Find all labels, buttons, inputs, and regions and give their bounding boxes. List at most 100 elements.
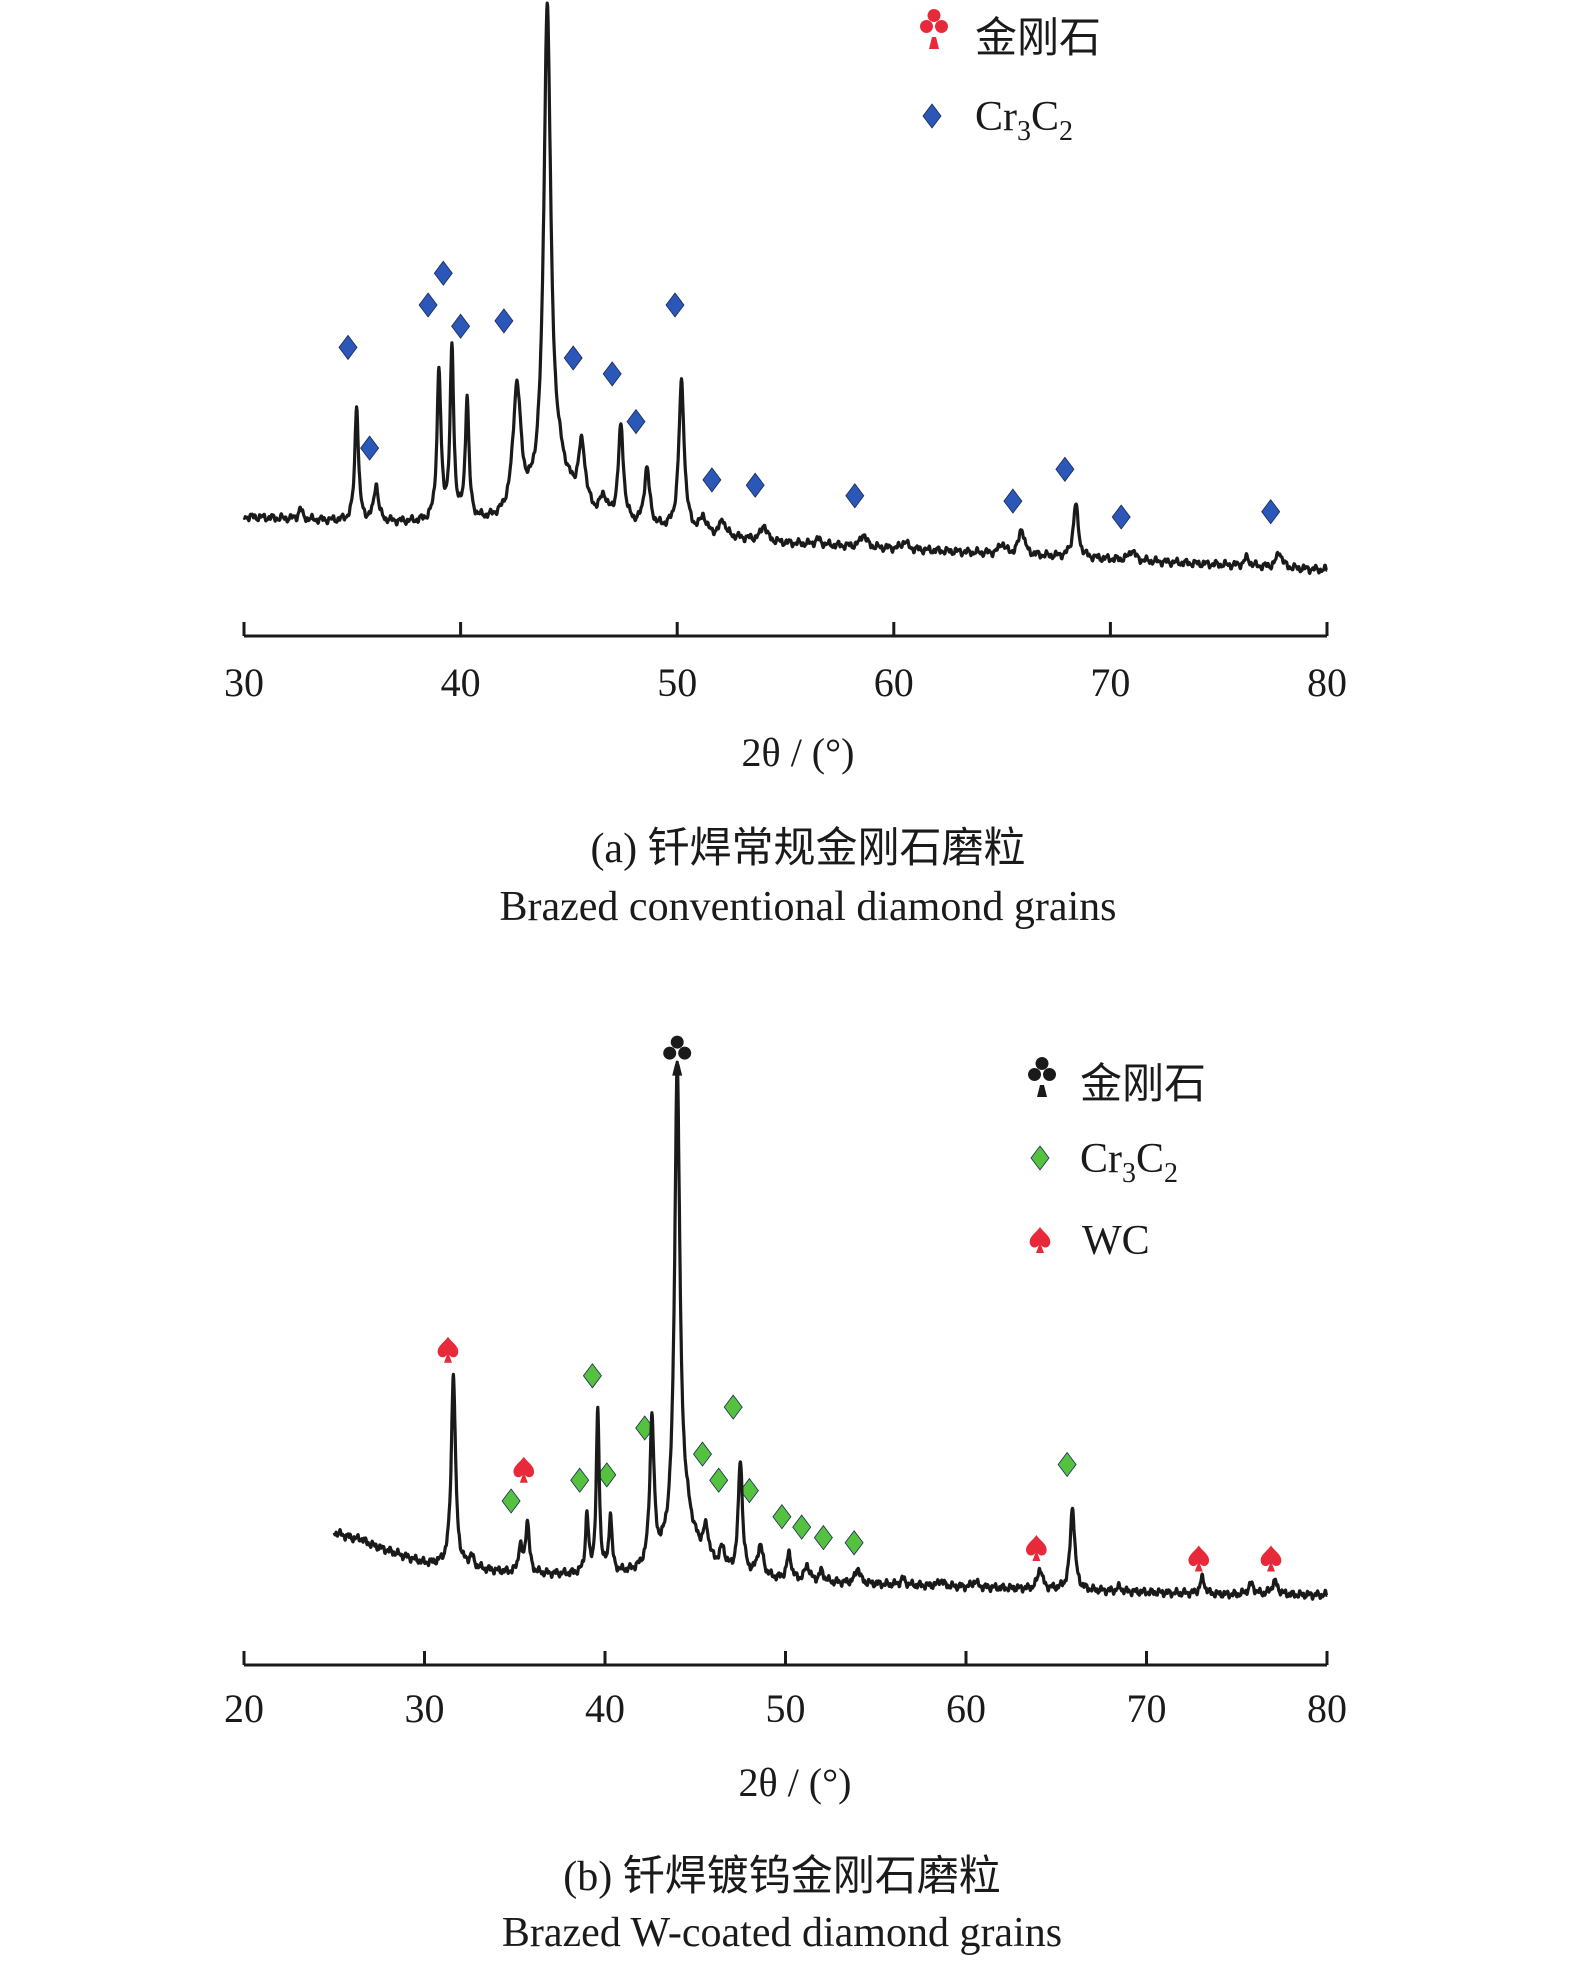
panel-a-x-axis-label: 2θ / (°) <box>742 730 855 775</box>
x-tick-label: 40 <box>585 1686 625 1731</box>
peak-marker-diamond <box>813 1524 833 1551</box>
diamond-icon <box>570 1467 590 1493</box>
legend-b-diamond-entry: 金刚石 <box>1028 1057 1206 1108</box>
peak-marker-diamond <box>723 1394 743 1420</box>
legend-b-label-wc: WC <box>1082 1218 1150 1264</box>
panel-a-caption-en: Brazed conventional diamond grains <box>500 884 1117 930</box>
diamond-icon <box>665 292 685 318</box>
peak-marker-diamond <box>626 408 646 435</box>
diamond-icon <box>626 408 646 435</box>
diamond-icon <box>418 292 438 318</box>
legend-b-sub1: 3 <box>1122 1158 1136 1189</box>
legend-b-sub2: 2 <box>1164 1158 1178 1189</box>
diamond-icon <box>922 103 942 129</box>
peak-marker-diamond <box>792 1514 812 1540</box>
diamond-icon <box>494 308 514 334</box>
diamond-icon <box>1003 488 1023 514</box>
diamond-icon <box>792 1514 812 1540</box>
diamond-icon <box>1030 1145 1050 1171</box>
club-icon <box>1028 1057 1057 1097</box>
diamond-icon <box>745 472 765 498</box>
peak-marker-diamond <box>1055 456 1075 482</box>
peak-marker-diamond <box>418 292 438 318</box>
x-tick-label: 40 <box>441 660 481 705</box>
legend-b-cr3c2-entry: Cr3C2 <box>1030 1136 1178 1189</box>
peak-marker-spade <box>1260 1545 1282 1572</box>
peak-marker-diamond <box>739 1477 759 1504</box>
legend-a-cr3c2-entry: Cr3C2 <box>922 94 1073 147</box>
x-tick-label: 80 <box>1307 1686 1347 1731</box>
diamond-icon <box>922 103 942 129</box>
peak-marker-diamond <box>433 260 453 286</box>
spade-icon <box>1260 1545 1282 1572</box>
peak-marker-diamond <box>693 1441 712 1467</box>
diamond-icon <box>772 1504 792 1530</box>
peak-marker-diamond <box>1111 504 1131 530</box>
panel-b-caption-en: Brazed W-coated diamond grains <box>502 1910 1062 1956</box>
diamond-icon <box>1030 1145 1050 1171</box>
diamond-icon <box>813 1524 833 1551</box>
diamond-icon <box>739 1477 759 1504</box>
x-tick-label: 80 <box>1307 660 1347 705</box>
diamond-icon <box>1111 504 1131 530</box>
diamond-icon <box>597 1462 617 1488</box>
peak-marker-diamond <box>1003 488 1023 514</box>
peak-marker-spade <box>1188 1545 1210 1572</box>
spade-icon <box>1029 1227 1051 1253</box>
diamond-icon <box>693 1441 712 1467</box>
peak-marker-diamond <box>1057 1451 1077 1478</box>
peak-marker-diamond <box>563 345 583 371</box>
club-icon <box>920 8 949 49</box>
x-tick-label: 30 <box>405 1686 445 1731</box>
legend-b-label-diamond: 金刚石 <box>1080 1061 1206 1108</box>
x-tick-label: 70 <box>1090 660 1130 705</box>
club-icon <box>920 8 949 49</box>
legend-b-cr: Cr <box>1080 1136 1122 1182</box>
peak-marker-diamond <box>451 313 471 339</box>
peak-marker-spade <box>437 1336 459 1363</box>
peak-marker-diamond <box>501 1488 521 1514</box>
diamond-icon <box>582 1363 602 1389</box>
legend-b-c: C <box>1136 1136 1164 1182</box>
panel-b-caption-cn: (b) 钎焊镀钨金刚石磨粒 <box>563 1853 1000 1900</box>
legend-a-label-diamond: 金刚石 <box>975 15 1101 62</box>
peak-marker-spade <box>513 1456 535 1483</box>
legend-a-label-cr3c2: Cr3C2 <box>975 94 1073 147</box>
panel-b-ticks: 20 30 40 50 60 70 80 <box>224 1651 1347 1731</box>
x-tick-label: 60 <box>874 660 914 705</box>
panel-a-markers <box>338 260 1281 530</box>
legend-a-diamond-entry: 金刚石 <box>920 8 1101 62</box>
peak-marker-diamond <box>844 1530 864 1556</box>
diamond-icon <box>702 467 722 493</box>
diamond-icon <box>844 1530 864 1556</box>
peak-marker-diamond <box>845 483 865 509</box>
spade-icon <box>1026 1535 1047 1561</box>
spade-icon <box>1188 1545 1210 1572</box>
x-tick-label: 50 <box>766 1686 806 1731</box>
peak-marker-diamond <box>772 1504 792 1530</box>
panel-a-caption-cn: (a) 钎焊常规金刚石磨粒 <box>590 825 1025 872</box>
peak-marker-diamond <box>1261 499 1281 525</box>
peak-marker-diamond <box>702 467 722 493</box>
x-tick-label: 60 <box>946 1686 986 1731</box>
panel-b-curve <box>332 1060 1329 1601</box>
legend-b-label-cr3c2: Cr3C2 <box>1080 1136 1178 1189</box>
peak-marker-diamond <box>494 308 514 334</box>
x-tick-label: 20 <box>224 1686 264 1731</box>
diamond-icon <box>360 435 380 461</box>
panel-a-ticks: 30 40 50 60 70 80 <box>224 622 1347 705</box>
spade-icon <box>1029 1227 1051 1253</box>
peak-marker-diamond <box>597 1462 617 1488</box>
x-tick-label: 30 <box>224 660 264 705</box>
diamond-icon <box>1057 1451 1077 1478</box>
panel-b: 20 30 40 50 60 70 80 2θ / (°) (b) 钎焊镀钨金刚石磨粒 Br… <box>224 1035 1347 1956</box>
panel-b-x-axis-label: 2θ / (°) <box>739 1760 852 1805</box>
diamond-icon <box>723 1394 743 1420</box>
diamond-icon <box>563 345 583 371</box>
panel-b-legend: 金刚石 Cr3C2 WC <box>1028 1057 1206 1264</box>
legend-a-sub1: 3 <box>1017 116 1031 147</box>
diamond-icon <box>845 483 865 509</box>
legend-a-cr: Cr <box>975 94 1017 140</box>
peak-marker-diamond <box>570 1467 590 1493</box>
